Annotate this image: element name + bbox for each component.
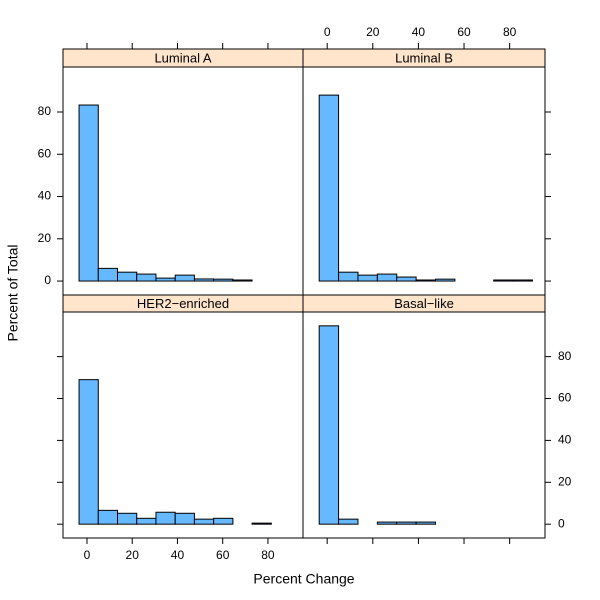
panel-border <box>62 66 304 296</box>
x-axis-title: Percent Change <box>253 571 354 587</box>
bar <box>193 278 215 282</box>
bar <box>117 271 138 282</box>
x-tick-label: 80 <box>503 25 517 39</box>
bar <box>97 509 119 525</box>
x-tick-label: 20 <box>366 25 380 39</box>
bar <box>493 279 514 282</box>
bar <box>435 278 456 282</box>
x-tick-label: 0 <box>84 548 91 562</box>
bar <box>97 267 119 282</box>
bar <box>338 271 359 282</box>
bar <box>415 279 437 282</box>
panel-border <box>302 66 546 296</box>
x-tick-label: 0 <box>324 25 331 39</box>
panel-border <box>62 311 304 539</box>
bar <box>318 325 340 525</box>
bar <box>155 277 176 282</box>
bar <box>512 279 533 282</box>
panel-title: Luminal A <box>154 50 211 65</box>
y-tick-label: 40 <box>38 189 52 203</box>
x-tick-label: 60 <box>457 25 471 39</box>
bar <box>117 512 138 525</box>
bar <box>396 276 417 282</box>
y-tick-label: 0 <box>44 273 51 287</box>
y-tick-label: 20 <box>38 231 52 245</box>
bar <box>213 278 234 282</box>
x-tick-label: 40 <box>171 548 185 562</box>
y-tick-label: 0 <box>558 516 565 530</box>
bar <box>174 274 195 282</box>
y-tick-label: 80 <box>558 349 572 363</box>
y-tick-label: 60 <box>558 391 572 405</box>
bar <box>357 274 378 282</box>
bar <box>174 512 195 525</box>
y-axis-title: Percent of Total <box>5 244 21 341</box>
y-tick-label: 20 <box>558 474 572 488</box>
bar <box>415 521 437 525</box>
panel-title: HER2−enriched <box>137 296 229 311</box>
x-tick-label: 40 <box>412 25 426 39</box>
panel-border <box>302 311 546 539</box>
bar <box>136 517 157 525</box>
bar <box>318 94 340 282</box>
y-tick-label: 60 <box>38 146 52 160</box>
x-tick-label: 80 <box>261 548 275 562</box>
bar <box>232 279 253 282</box>
bar <box>213 517 234 525</box>
x-tick-label: 20 <box>126 548 140 562</box>
panel-title: Basal−like <box>394 296 454 311</box>
bar <box>136 273 157 282</box>
bar <box>251 522 272 525</box>
bar <box>396 521 417 525</box>
bar <box>376 521 398 525</box>
bar <box>193 518 215 525</box>
bar <box>376 273 398 282</box>
x-tick-label: 60 <box>216 548 230 562</box>
y-tick-label: 40 <box>558 433 572 447</box>
bar <box>78 104 99 282</box>
panel-title: Luminal B <box>395 50 453 65</box>
y-tick-label: 80 <box>38 104 52 118</box>
bar <box>338 518 359 525</box>
bar <box>155 511 176 525</box>
bar <box>78 379 99 525</box>
